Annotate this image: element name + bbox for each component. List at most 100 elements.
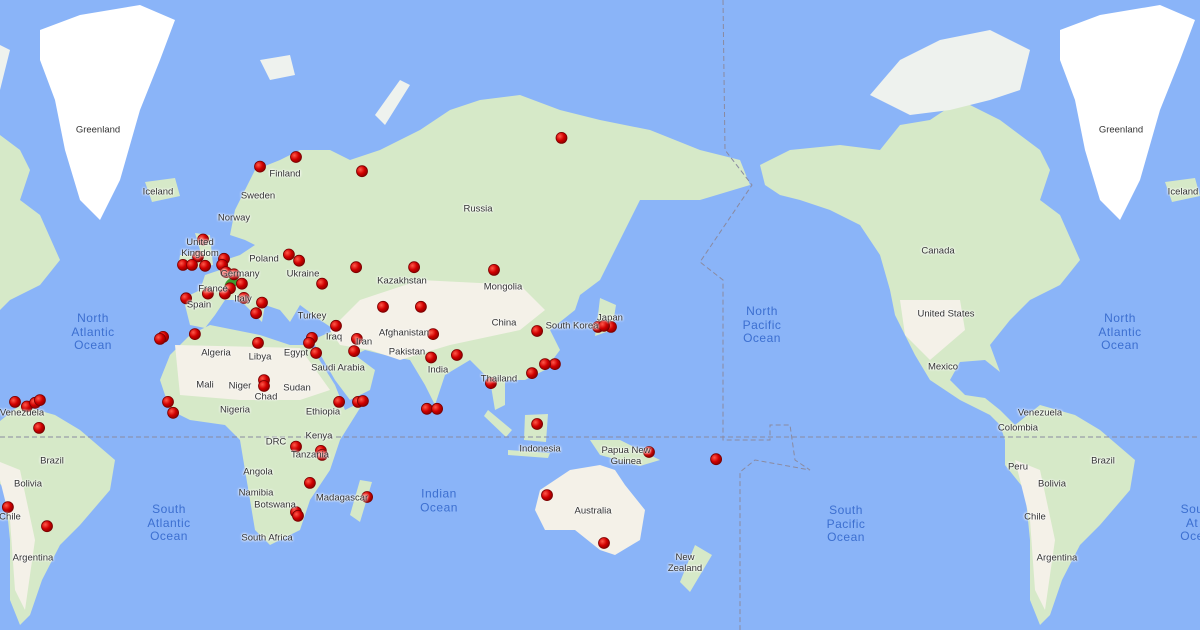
label-nz-line2: Zealand xyxy=(667,563,703,574)
label-namibia: Namibia xyxy=(238,487,274,499)
map-marker[interactable] xyxy=(34,394,46,407)
map-marker[interactable] xyxy=(427,328,440,341)
label-tanzania: Tanzania xyxy=(290,449,330,461)
new-guinea-landmass xyxy=(590,440,660,466)
map-marker[interactable] xyxy=(186,258,198,271)
map-marker[interactable] xyxy=(310,347,323,359)
label-uk-line2: Kingdom xyxy=(181,248,219,259)
map-marker[interactable] xyxy=(356,395,369,407)
map-marker[interactable] xyxy=(154,332,166,345)
label-kenya: Kenya xyxy=(305,430,333,442)
map-marker[interactable] xyxy=(350,261,363,274)
map-marker[interactable] xyxy=(9,395,21,408)
date-line xyxy=(699,0,811,630)
map-marker[interactable] xyxy=(180,292,193,305)
label-finland: Finland xyxy=(269,168,301,180)
map-marker[interactable] xyxy=(431,402,444,415)
label-algeria: Algeria xyxy=(201,347,231,359)
map-marker[interactable] xyxy=(256,296,268,309)
map-marker[interactable] xyxy=(41,520,53,533)
map-marker[interactable] xyxy=(598,319,610,332)
map-marker[interactable] xyxy=(361,491,374,503)
map-marker[interactable] xyxy=(303,336,315,349)
map-marker[interactable] xyxy=(356,165,368,178)
map-marker[interactable] xyxy=(167,406,180,419)
label-iraq: Iraq xyxy=(325,331,343,343)
label-argentina: Argentina xyxy=(12,552,54,564)
map-marker[interactable] xyxy=(228,268,240,281)
map-marker[interactable] xyxy=(316,277,329,290)
map-marker[interactable] xyxy=(526,367,538,380)
label-mexico: Mexico xyxy=(927,361,959,373)
map-marker[interactable] xyxy=(2,501,14,514)
map-marker[interactable] xyxy=(252,336,264,349)
map-marker[interactable] xyxy=(292,509,304,522)
label-south-pacific-ocean: South Pacific Ocean xyxy=(826,502,866,544)
marker-layer xyxy=(2,131,722,549)
map-marker[interactable] xyxy=(420,402,433,415)
map-marker[interactable] xyxy=(235,277,248,290)
map-marker[interactable] xyxy=(199,259,212,272)
label-france: France xyxy=(198,283,228,295)
map-marker[interactable] xyxy=(598,537,610,549)
map-marker[interactable] xyxy=(316,448,329,461)
map-marker[interactable] xyxy=(450,349,463,361)
label-madagascar: Madagascar xyxy=(315,492,369,504)
map-marker[interactable] xyxy=(192,250,204,263)
label-drc: DRC xyxy=(265,436,287,448)
map-marker[interactable] xyxy=(293,254,306,267)
map-marker[interactable] xyxy=(197,233,210,246)
map-marker[interactable] xyxy=(333,395,346,408)
map-marker[interactable] xyxy=(188,328,201,341)
map-marker[interactable] xyxy=(531,325,543,337)
map-marker[interactable] xyxy=(33,421,45,434)
label-brazil: Brazil xyxy=(40,455,64,467)
label-saudi-arabia: Saudi Arabia xyxy=(311,362,365,374)
map-marker[interactable] xyxy=(484,377,497,390)
new-zealand-landmass xyxy=(680,545,712,592)
map-marker[interactable] xyxy=(282,248,295,261)
map-marker[interactable] xyxy=(237,291,250,304)
map-marker[interactable] xyxy=(348,345,361,358)
map-marker[interactable] xyxy=(425,351,438,364)
map-marker[interactable] xyxy=(539,358,551,371)
label-south-korea: South Korea xyxy=(545,320,599,332)
label-nz-line1: New xyxy=(675,552,695,563)
map-marker[interactable] xyxy=(408,261,421,274)
map-marker[interactable] xyxy=(541,489,553,502)
label-iran: Iran xyxy=(355,336,373,348)
label-north-atlantic-ocean-east: North Atlantic Ocean xyxy=(1098,310,1142,352)
label-uk-line1: United xyxy=(186,237,214,248)
label-ethiopia: Ethiopia xyxy=(305,406,341,418)
map-marker[interactable] xyxy=(488,263,500,276)
map-marker[interactable] xyxy=(330,319,342,332)
label-indian-ocean: Indian Ocean xyxy=(420,486,458,514)
map-marker[interactable] xyxy=(290,440,302,453)
map-marker[interactable] xyxy=(710,453,722,466)
map-marker[interactable] xyxy=(254,160,266,173)
madagascar-landmass xyxy=(350,480,372,522)
map-marker[interactable] xyxy=(377,300,389,313)
map-marker[interactable] xyxy=(218,287,231,300)
label-angola: Angola xyxy=(243,466,273,478)
map-marker[interactable] xyxy=(350,332,363,345)
java-landmass xyxy=(508,450,550,458)
map-marker[interactable] xyxy=(162,395,174,408)
eurasia-landmass xyxy=(185,95,750,410)
map-marker[interactable] xyxy=(303,476,316,489)
map-marker[interactable] xyxy=(549,358,561,371)
map-marker[interactable] xyxy=(531,418,543,430)
label-new-zealand: New Zealand xyxy=(668,552,702,574)
map-marker[interactable] xyxy=(643,446,655,458)
map-marker[interactable] xyxy=(258,380,270,392)
map-marker[interactable] xyxy=(414,300,427,313)
label-botswana: Botswana xyxy=(254,499,296,511)
map-marker[interactable] xyxy=(201,287,214,300)
label-kazakhstan: Kazakhstan xyxy=(377,275,427,287)
map-marker[interactable] xyxy=(250,307,263,320)
map-marker[interactable] xyxy=(555,131,568,144)
map-marker[interactable] xyxy=(290,151,302,163)
label-canada: Canada xyxy=(921,245,955,257)
label-greenland-east: Greenland xyxy=(1098,124,1144,136)
